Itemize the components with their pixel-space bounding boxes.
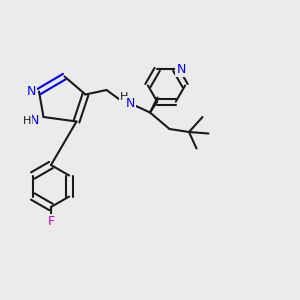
Text: N: N — [30, 113, 39, 127]
Text: N: N — [27, 85, 36, 98]
Text: N: N — [126, 97, 135, 110]
Text: F: F — [47, 215, 55, 228]
Text: H: H — [23, 116, 31, 127]
Text: H: H — [120, 92, 129, 103]
Text: N: N — [176, 63, 186, 76]
